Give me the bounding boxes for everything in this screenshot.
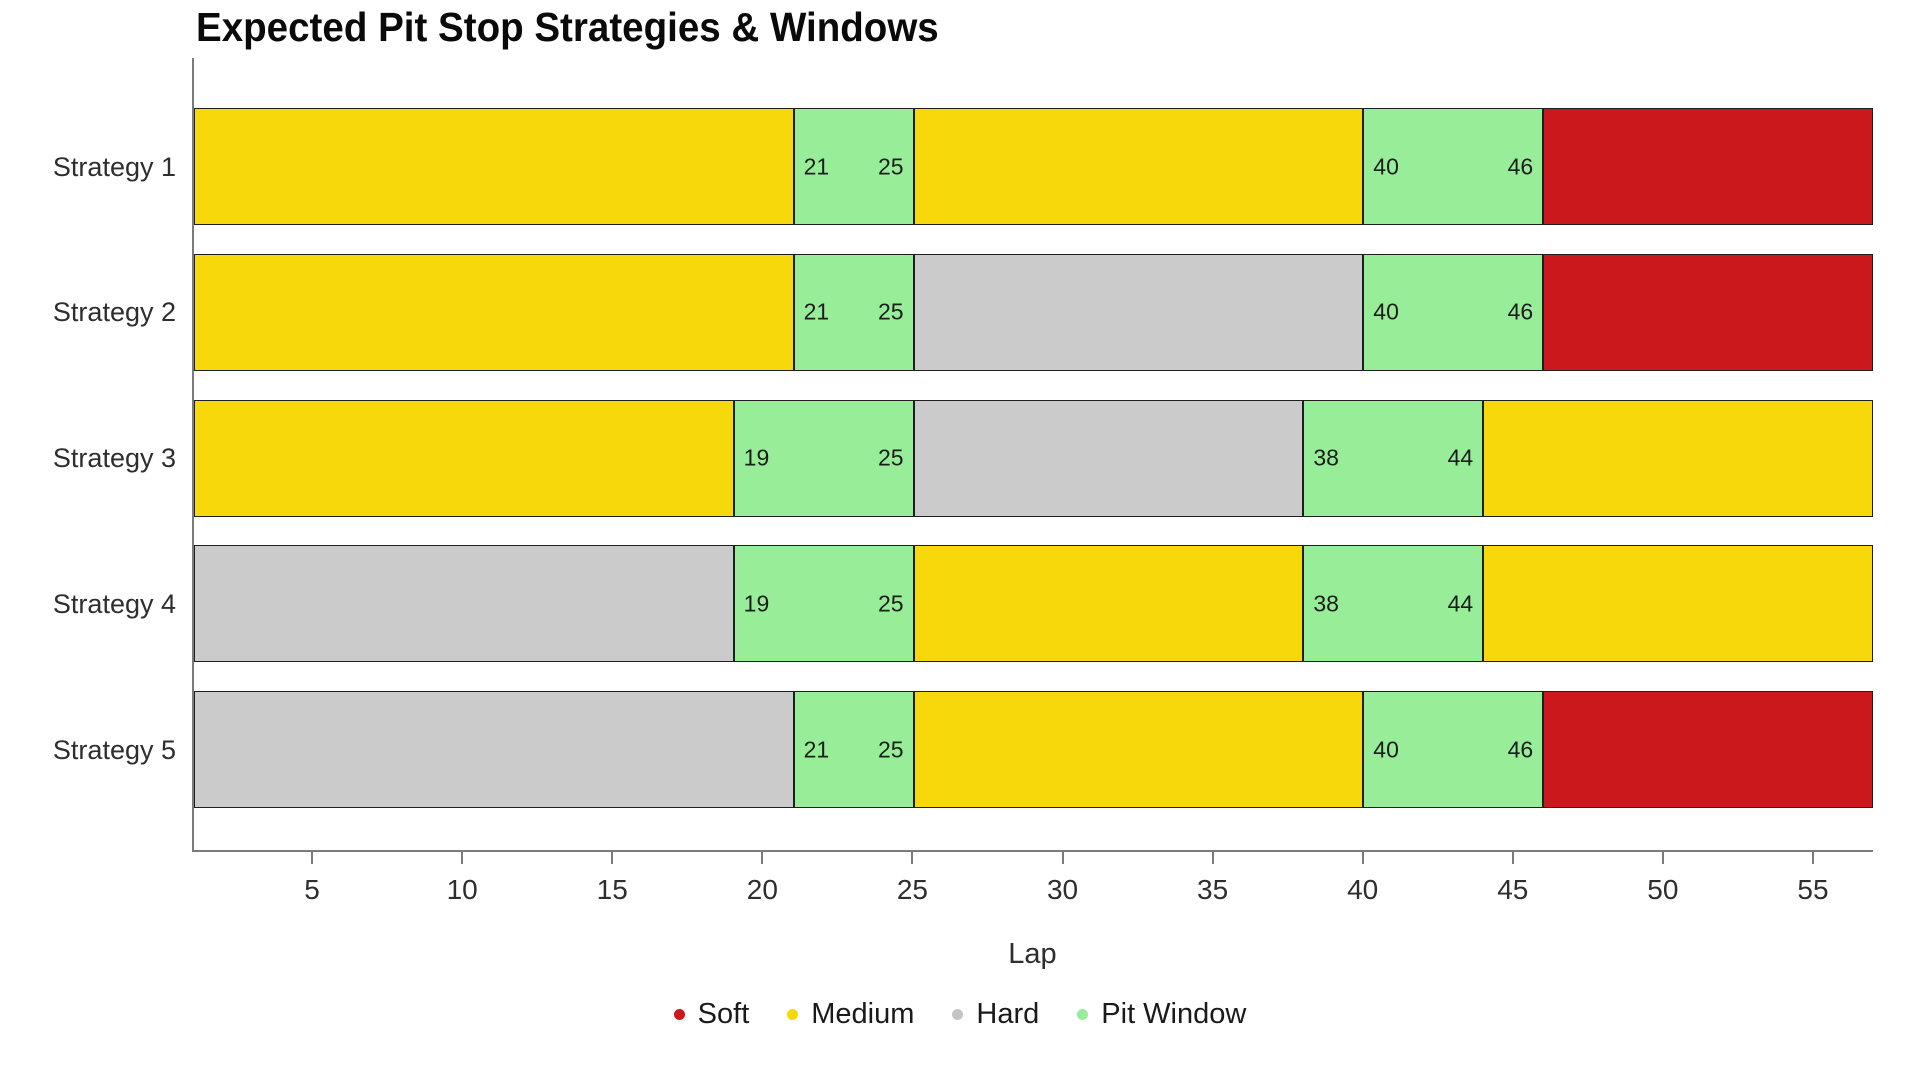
x-tick-label: 55: [1797, 874, 1829, 905]
pit-window-start-label: 19: [743, 444, 770, 471]
segment-medium[interactable]: [913, 691, 1364, 808]
pit-window-start-label: 19: [743, 590, 770, 617]
segment-medium[interactable]: [194, 399, 734, 517]
x-tick-label: 40: [1347, 874, 1379, 905]
segment-hard[interactable]: [913, 399, 1304, 517]
segment-medium[interactable]: [913, 108, 1364, 225]
legend: Soft Medium Hard Pit Window: [0, 1000, 1920, 1029]
segment-pit-window[interactable]: 40 46: [1363, 253, 1544, 371]
y-axis-label: Strategy 4: [52, 588, 176, 619]
legend-item-medium[interactable]: Medium: [787, 1000, 914, 1029]
segment-medium[interactable]: [194, 253, 794, 371]
x-tick-mark: [1211, 852, 1214, 864]
segment-pit-window[interactable]: 40 46: [1363, 108, 1544, 225]
x-tick-label: 45: [1497, 874, 1529, 905]
pit-window-start-label: 38: [1313, 590, 1339, 617]
legend-label: Soft: [697, 998, 750, 1030]
x-tick-mark: [611, 852, 614, 864]
x-tick-mark: [1511, 852, 1514, 864]
strategy-row: 21 25 40 46: [194, 691, 1873, 808]
pit-window-end-label: 46: [1507, 298, 1534, 325]
segment-pit-window[interactable]: 21 25: [793, 108, 914, 225]
segment-soft[interactable]: [1543, 108, 1873, 225]
segment-soft[interactable]: [1543, 691, 1873, 808]
x-tick-label: 50: [1647, 874, 1679, 905]
segment-hard[interactable]: [913, 253, 1364, 371]
segment-medium[interactable]: [1483, 545, 1873, 663]
x-tick-mark: [311, 852, 314, 864]
segment-pit-window[interactable]: 38 44: [1303, 399, 1484, 517]
pit-window-end-label: 25: [877, 153, 904, 179]
x-tick-label: 15: [596, 874, 628, 905]
segment-medium[interactable]: [1483, 399, 1873, 517]
pit-window-end-label: 25: [877, 444, 904, 471]
strategy-row: 21 25 40 46: [194, 253, 1873, 371]
legend-item-pit-window[interactable]: Pit Window: [1077, 1000, 1246, 1029]
strategy-row: 19 25 38 44: [194, 399, 1873, 517]
legend-item-hard[interactable]: Hard: [952, 1000, 1039, 1029]
x-tick-mark: [461, 852, 464, 864]
pit-window-start-label: 38: [1313, 444, 1339, 471]
pit-window-start-label: 40: [1373, 736, 1399, 762]
x-tick-mark: [1811, 852, 1814, 864]
pit-window-end-label: 25: [877, 590, 904, 617]
x-tick-mark: [911, 852, 914, 864]
segment-pit-window[interactable]: 19 25: [733, 545, 914, 663]
x-tick-mark: [761, 852, 764, 864]
pit-window-end-label: 46: [1507, 153, 1534, 179]
x-axis-title: Lap: [1008, 938, 1057, 970]
pit-window-end-label: 25: [877, 736, 904, 762]
x-tick-label: 10: [446, 874, 478, 905]
legend-label: Pit Window: [1101, 998, 1247, 1030]
pit-window-start-label: 21: [803, 298, 830, 325]
legend-label: Hard: [976, 998, 1040, 1030]
x-tick-label: 20: [746, 874, 778, 905]
segment-medium[interactable]: [913, 545, 1304, 663]
segment-pit-window[interactable]: 19 25: [733, 399, 914, 517]
legend-dot-icon: [787, 1009, 799, 1020]
pit-window-end-label: 46: [1507, 736, 1534, 762]
y-axis-label: Strategy 3: [52, 443, 176, 473]
plot-area: 21 25 40 46 21 25 40 46 19 25 38 44 19 25 38 44 21 25 40 46: [192, 58, 1873, 852]
y-axis-label: Strategy 2: [52, 297, 176, 328]
pit-window-end-label: 44: [1447, 444, 1474, 471]
x-tick-label: 30: [1046, 874, 1079, 905]
segment-pit-window[interactable]: 21 25: [793, 691, 914, 808]
y-axis-label: Strategy 5: [52, 734, 176, 765]
legend-dot-icon: [1077, 1009, 1089, 1020]
x-tick-mark: [1061, 852, 1064, 864]
x-tick-mark: [1661, 852, 1664, 864]
legend-item-soft[interactable]: Soft: [673, 998, 750, 1030]
pit-window-start-label: 21: [803, 736, 830, 762]
segment-pit-window[interactable]: 38 44: [1303, 545, 1484, 663]
legend-dot-icon: [673, 1009, 685, 1020]
segment-soft[interactable]: [1543, 253, 1873, 371]
x-tick-label: 25: [896, 874, 928, 905]
x-tick-mark: [1361, 852, 1364, 864]
strategy-row: 21 25 40 46: [194, 108, 1873, 225]
y-axis-label: Strategy 1: [52, 151, 176, 182]
pit-window-end-label: 25: [877, 298, 904, 325]
legend-dot-icon: [952, 1009, 964, 1020]
segment-pit-window[interactable]: 21 25: [793, 253, 914, 371]
segment-hard[interactable]: [194, 545, 734, 663]
strategy-row: 19 25 38 44: [194, 545, 1873, 663]
pit-window-start-label: 21: [803, 153, 830, 179]
segment-medium[interactable]: [194, 108, 794, 225]
segment-pit-window[interactable]: 40 46: [1363, 691, 1544, 808]
pit-window-end-label: 44: [1447, 590, 1474, 617]
chart-title: Expected Pit Stop Strategies & Windows: [196, 4, 939, 50]
x-tick-label: 35: [1197, 874, 1229, 905]
bar-rows-container: 21 25 40 46 21 25 40 46 19 25 38 44 19 25 38 44 21 25 40 46: [194, 108, 1873, 808]
legend-label: Medium: [811, 998, 915, 1030]
x-tick-label: 5: [304, 874, 320, 905]
pit-window-start-label: 40: [1373, 153, 1399, 179]
segment-hard[interactable]: [194, 691, 794, 808]
pit-window-start-label: 40: [1373, 298, 1399, 325]
